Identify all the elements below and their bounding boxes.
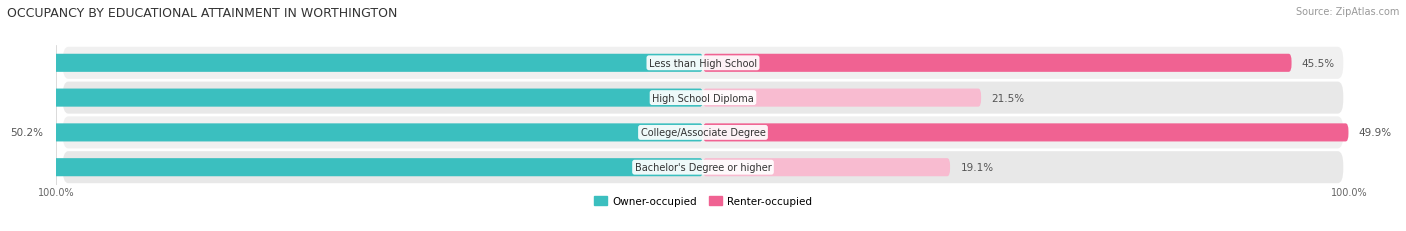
FancyBboxPatch shape [63,152,1343,183]
Text: Source: ZipAtlas.com: Source: ZipAtlas.com [1295,7,1399,17]
Text: High School Diploma: High School Diploma [652,93,754,103]
Text: OCCUPANCY BY EDUCATIONAL ATTAINMENT IN WORTHINGTON: OCCUPANCY BY EDUCATIONAL ATTAINMENT IN W… [7,7,398,20]
FancyBboxPatch shape [0,158,703,176]
FancyBboxPatch shape [703,158,950,176]
Text: 19.1%: 19.1% [960,162,994,173]
FancyBboxPatch shape [703,124,1348,142]
Text: Bachelor's Degree or higher: Bachelor's Degree or higher [634,162,772,173]
Legend: Owner-occupied, Renter-occupied: Owner-occupied, Renter-occupied [591,192,815,210]
FancyBboxPatch shape [0,89,703,107]
FancyBboxPatch shape [53,124,703,142]
FancyBboxPatch shape [0,55,703,73]
FancyBboxPatch shape [703,89,981,107]
Text: Less than High School: Less than High School [650,58,756,69]
FancyBboxPatch shape [63,48,1343,79]
FancyBboxPatch shape [63,117,1343,149]
Text: 49.9%: 49.9% [1358,128,1392,138]
Text: 21.5%: 21.5% [991,93,1025,103]
Text: 45.5%: 45.5% [1302,58,1336,69]
Text: College/Associate Degree: College/Associate Degree [641,128,765,138]
FancyBboxPatch shape [703,55,1292,73]
Text: 50.2%: 50.2% [10,128,44,138]
FancyBboxPatch shape [63,82,1343,114]
